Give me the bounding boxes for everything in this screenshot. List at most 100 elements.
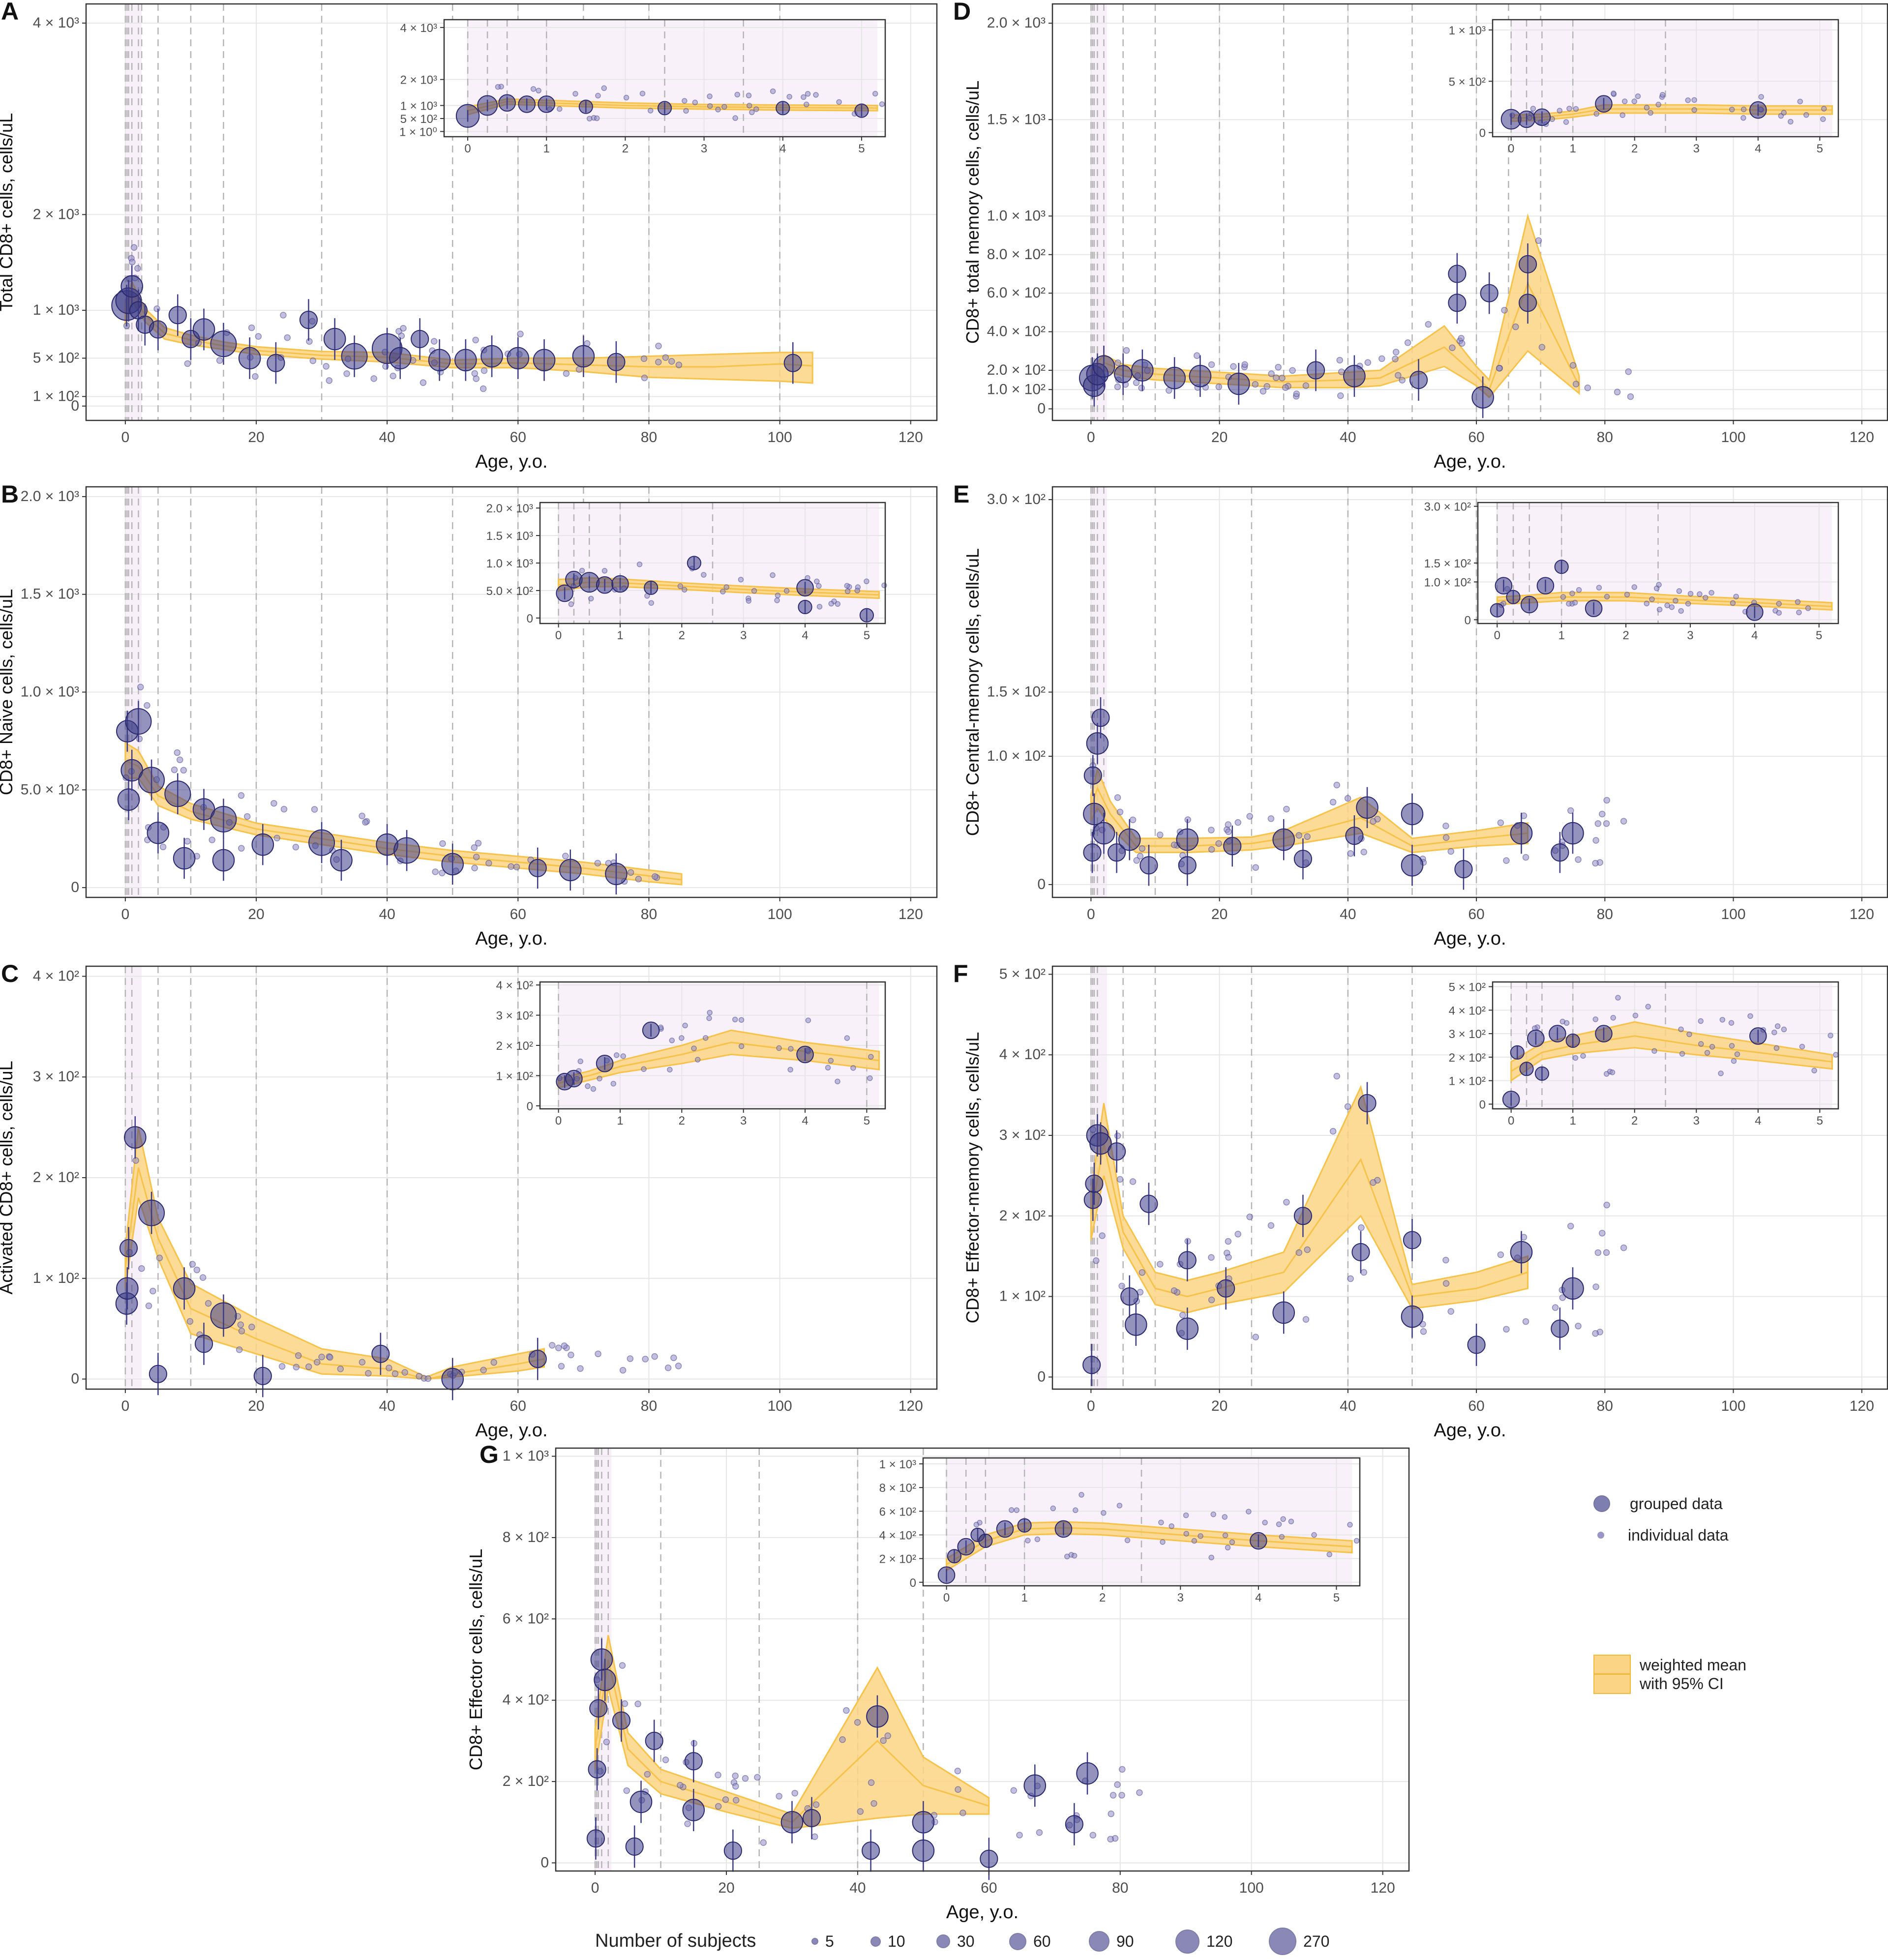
grouped-data-point <box>1076 1762 1099 1785</box>
grouped-data-point <box>1083 766 1102 785</box>
individual-data-point <box>872 90 878 97</box>
individual-data-point <box>1208 827 1215 833</box>
grouped-data-point <box>1551 1319 1569 1338</box>
x-tick-label: 1 <box>1021 1591 1027 1604</box>
y-tick-label: 1 × 10³ <box>503 1448 549 1464</box>
ci-band <box>1510 1021 1833 1082</box>
individual-data-point <box>132 1157 139 1164</box>
x-tick-label: 3 <box>1687 629 1693 642</box>
individual-data-point <box>836 99 842 105</box>
individual-data-point <box>156 1254 163 1262</box>
grouped-data-point <box>428 349 451 372</box>
individual-data-point <box>238 845 245 852</box>
grouped-data-point <box>1082 1356 1101 1374</box>
grouped-data-point <box>173 1277 196 1300</box>
grouped-data-point <box>798 599 812 615</box>
grouped-data-point <box>1409 371 1428 389</box>
legend: grouped data individual data weighted me… <box>1593 1490 1800 1711</box>
individual-data-point <box>854 1719 861 1726</box>
grouped-data-point <box>937 1566 956 1584</box>
grouped-data-point <box>780 1811 804 1834</box>
grouped-data-point <box>590 1648 613 1671</box>
individual-data-point <box>1747 1013 1753 1019</box>
x-tick-label: 2 <box>679 1114 685 1128</box>
size-legend-entry: 270 <box>1269 1928 1329 1955</box>
individual-data-point <box>1805 605 1811 611</box>
y-tick-label: 1.0 × 10² <box>987 381 1046 397</box>
individual-data-point <box>1336 356 1343 364</box>
grouped-data-point <box>168 306 187 325</box>
individual-data-point <box>1360 849 1367 856</box>
individual-data-point <box>180 767 187 774</box>
individual-data-point <box>675 361 683 368</box>
y-tick-label: 5 × 10² <box>999 966 1046 982</box>
y-tick-label: 8 × 10² <box>503 1529 549 1545</box>
individual-data-point <box>216 357 223 364</box>
plot-border <box>85 3 938 421</box>
individual-data-point <box>746 598 752 604</box>
individual-data-point <box>513 863 520 870</box>
y-tick-label: 2 × 10² <box>999 1208 1046 1224</box>
y-tick-label: 1 × 10² <box>999 1288 1046 1305</box>
individual-marker-icon <box>1597 1532 1604 1539</box>
grouped-data-point <box>533 349 556 372</box>
individual-data-point <box>844 583 850 589</box>
individual-data-point <box>1522 1318 1529 1325</box>
grouped-data-point <box>1480 284 1498 302</box>
x-tick-label: 2 <box>1631 142 1638 155</box>
grouped-data-point <box>1561 1277 1584 1300</box>
grouped-data-point <box>586 1829 605 1848</box>
x-tick-label: 3 <box>740 1114 747 1128</box>
plot-border <box>922 1457 1361 1587</box>
individual-data-point <box>1567 807 1574 814</box>
individual-data-point <box>667 1067 673 1073</box>
size-legend-label: 90 <box>1116 1932 1134 1950</box>
grouped-data-point <box>1401 854 1424 877</box>
grouped-data-point <box>1293 850 1312 868</box>
grouped-data-point <box>1749 1027 1767 1045</box>
individual-data-point <box>1522 854 1529 861</box>
individual-data-point <box>1625 368 1632 375</box>
grouped-data-point <box>1471 386 1494 409</box>
grouped-data-point <box>596 1055 614 1072</box>
individual-data-point <box>562 853 569 860</box>
individual-data-point <box>1179 1311 1186 1319</box>
grouped-data-point <box>1551 843 1569 862</box>
grouped-data-point <box>1356 796 1379 819</box>
individual-data-point <box>1648 110 1653 116</box>
x-axis-title: Age, y.o. <box>1434 1420 1506 1441</box>
ci-band <box>594 1635 990 1829</box>
individual-data-point <box>1036 1829 1043 1836</box>
grouped-data-point <box>164 780 191 807</box>
grouped-data-point <box>1549 1025 1566 1042</box>
individual-data-point <box>816 583 822 589</box>
y-tick-label: 0 <box>71 879 79 895</box>
grouped-data-point <box>308 829 335 856</box>
individual-data-point <box>1139 845 1146 852</box>
individual-data-point <box>390 372 396 380</box>
x-tick-label: 0 <box>1087 429 1095 445</box>
individual-data-point <box>490 1359 497 1366</box>
grouped-data-point <box>1343 365 1366 387</box>
individual-data-point <box>1160 1539 1166 1545</box>
individual-data-point <box>1603 1249 1610 1256</box>
individual-data-point <box>679 1035 685 1041</box>
grouped-data-point <box>565 1069 583 1088</box>
grouped-data-point <box>149 1365 167 1383</box>
individual-data-point <box>1050 1505 1056 1512</box>
x-tick-label: 40 <box>379 429 395 445</box>
individual-data-point <box>595 1350 601 1358</box>
individual-data-point <box>1593 111 1600 117</box>
individual-data-point <box>337 1366 344 1372</box>
individual-data-point <box>1599 810 1606 818</box>
individual-data-point <box>1740 115 1746 121</box>
individual-data-point <box>1614 388 1621 396</box>
individual-data-point <box>1034 1536 1041 1543</box>
y-tick-label: 6 × 10² <box>879 1505 916 1518</box>
individual-data-point <box>627 1355 634 1362</box>
individual-data-point <box>669 1038 675 1043</box>
individual-data-point <box>1799 1043 1805 1050</box>
